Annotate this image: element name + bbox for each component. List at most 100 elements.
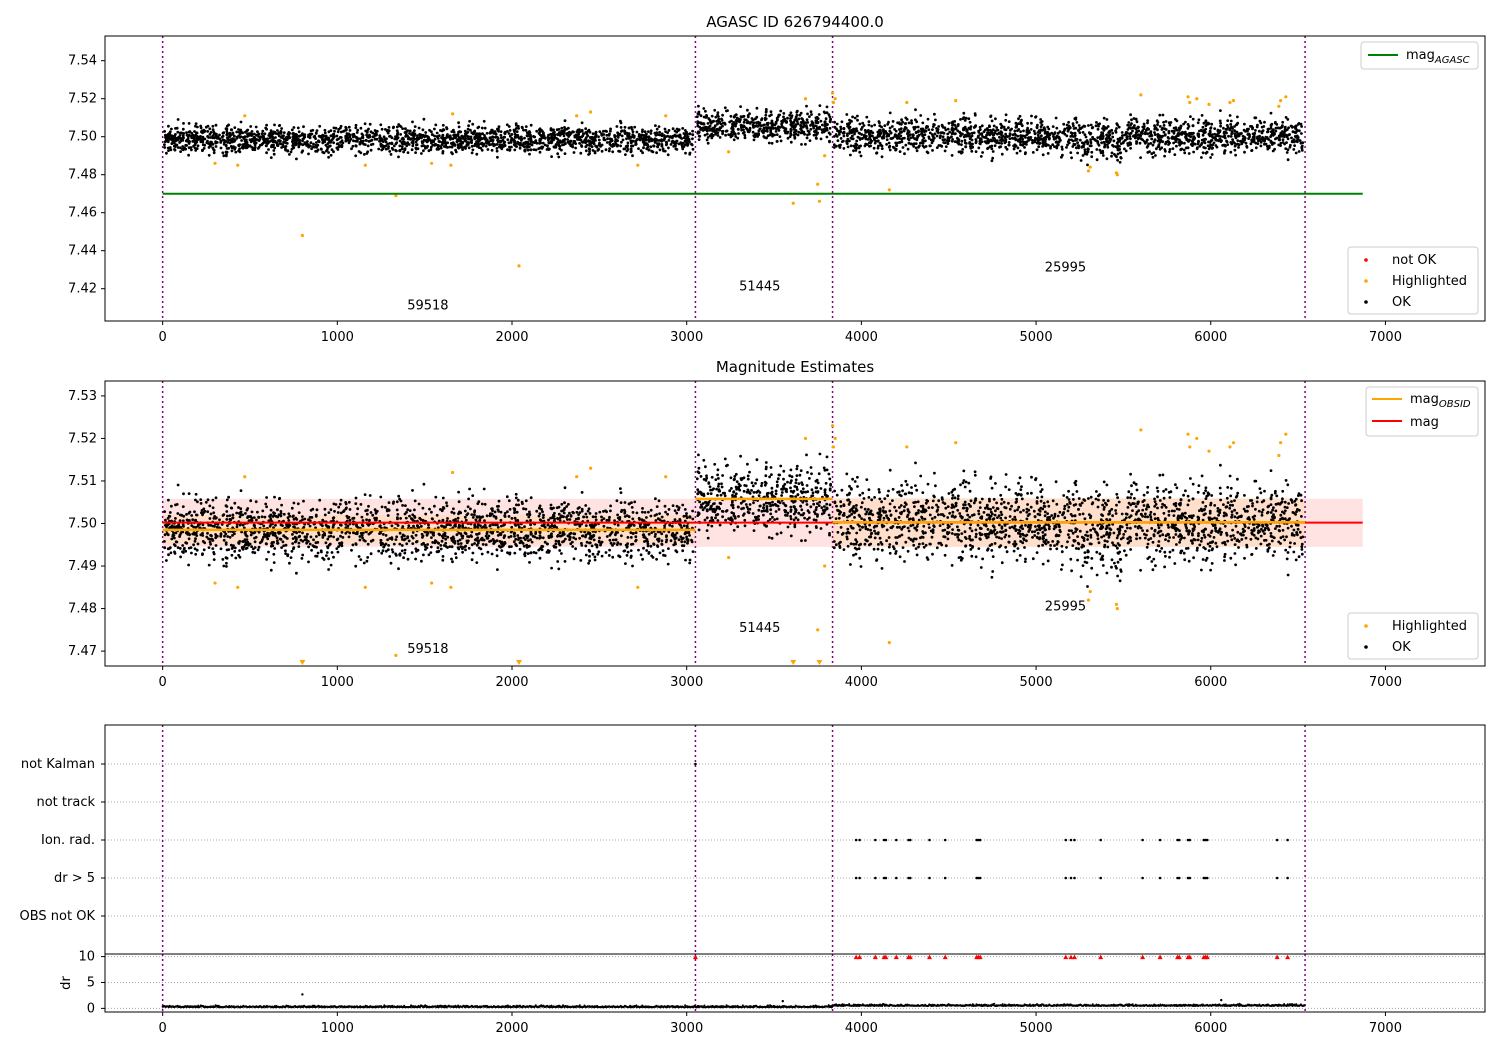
ok-point [964, 145, 967, 149]
ok-point [227, 495, 231, 499]
ok-point [600, 515, 603, 519]
ok-point [461, 135, 465, 138]
ok-point [1210, 122, 1214, 126]
ok-point [832, 143, 836, 147]
ok-point [967, 126, 971, 130]
ok-point [475, 134, 479, 138]
ok-point [647, 140, 651, 143]
ok-point [477, 143, 481, 146]
ok-point [414, 151, 417, 155]
ok-point [717, 118, 720, 122]
ok-point [584, 149, 588, 153]
ok-point [219, 139, 223, 143]
ok-point [353, 134, 356, 138]
ok-point [1053, 131, 1057, 135]
ok-point [907, 138, 911, 142]
ok-point [835, 122, 839, 126]
ok-point [554, 145, 558, 149]
ok-point [733, 132, 737, 136]
ok-point [823, 120, 827, 123]
ok-point [799, 121, 803, 124]
ok-point [740, 128, 743, 132]
ok-point [758, 127, 762, 131]
ok-point [367, 504, 370, 508]
ok-point [910, 121, 914, 125]
ok-point [951, 124, 954, 127]
ok-point [252, 136, 256, 140]
ok-point [1252, 138, 1256, 142]
ok-point [794, 117, 798, 120]
ok-point [922, 145, 926, 149]
ok-point [339, 498, 343, 502]
ok-point [629, 139, 633, 143]
ok-point [767, 141, 771, 145]
ok-point [794, 124, 797, 128]
ok-point [187, 122, 191, 125]
ok-point [164, 136, 167, 139]
ok-point [227, 548, 231, 551]
ok-point [1156, 128, 1159, 132]
ok-point [204, 500, 208, 504]
ok-point [318, 498, 322, 502]
ok-point [475, 515, 479, 518]
ok-point [951, 138, 954, 141]
ok-point [1053, 145, 1056, 149]
ok-point [356, 128, 360, 132]
ok-point [1138, 133, 1142, 137]
ok-point [1279, 131, 1283, 135]
ok-point [225, 127, 229, 131]
ok-point [737, 127, 740, 131]
ok-point [1268, 144, 1271, 148]
ok-point [795, 120, 799, 123]
ok-point [991, 156, 995, 160]
ok-point [1287, 126, 1290, 130]
ok-point [710, 114, 714, 118]
ok-point [1183, 130, 1187, 134]
ok-point [1100, 137, 1104, 141]
ok-point [1300, 149, 1304, 152]
ok-point [404, 127, 407, 131]
ok-point [623, 511, 627, 515]
ok-point [745, 127, 749, 131]
ok-point [306, 532, 309, 536]
ok-point [457, 130, 460, 134]
ok-point [221, 131, 225, 135]
ok-point [237, 130, 241, 134]
ok-point [720, 119, 724, 122]
ok-point [939, 144, 942, 147]
ok-point [727, 133, 730, 137]
ok-point [864, 137, 868, 141]
ok-point [499, 133, 503, 137]
ok-point [1132, 117, 1136, 120]
highlighted-point [905, 100, 909, 105]
ok-point [373, 137, 377, 141]
ok-point [639, 149, 643, 153]
ok-point [600, 149, 604, 153]
ok-point [734, 124, 737, 128]
ok-point [851, 129, 855, 133]
obsid-boundaries [161, 36, 1306, 321]
ok-point [691, 129, 694, 133]
legend-ok: OK [1392, 295, 1411, 310]
ok-point [718, 120, 722, 124]
ok-point [792, 133, 796, 137]
ok-point [1077, 144, 1081, 148]
ok-point [1222, 135, 1225, 139]
ok-point [246, 132, 249, 136]
ok-point [1019, 143, 1022, 147]
ok-point [467, 124, 470, 128]
ok-point [225, 154, 228, 158]
ok-point [287, 519, 291, 522]
ok-point [770, 113, 773, 117]
ok-point [302, 125, 305, 129]
ok-point [1259, 144, 1263, 148]
ok-point [538, 127, 542, 131]
ok-point [1030, 114, 1033, 118]
ok-point [1016, 146, 1020, 150]
ok-point [221, 151, 225, 155]
ok-point [234, 150, 238, 154]
highlighted-point [430, 161, 434, 165]
ok-point [1282, 130, 1286, 134]
ok-point [788, 113, 792, 117]
ok-point [334, 126, 338, 130]
